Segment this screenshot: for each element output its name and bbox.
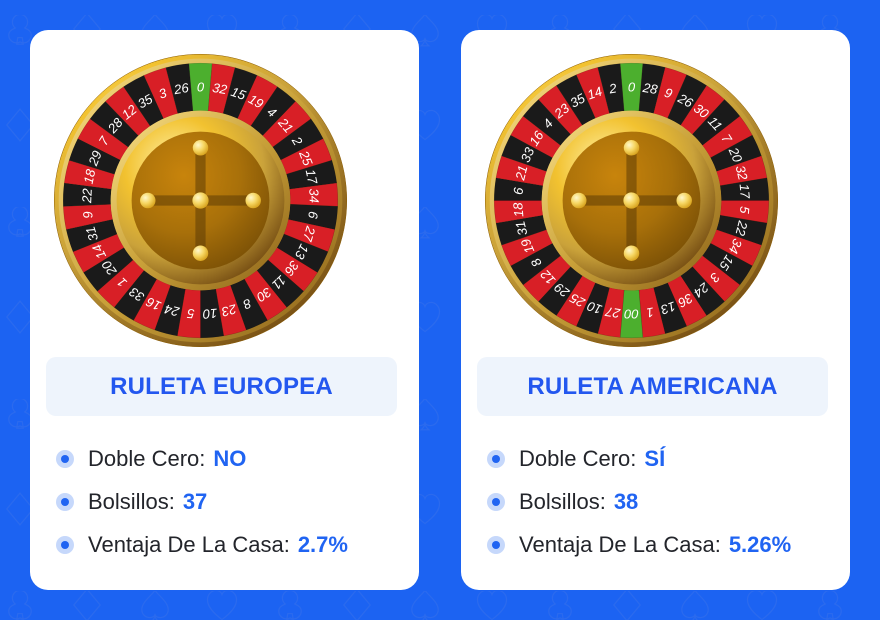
svg-text:18: 18 [510, 201, 526, 217]
svg-text:27: 27 [604, 304, 623, 321]
svg-text:0: 0 [197, 79, 205, 94]
svg-text:28: 28 [641, 80, 660, 97]
svg-text:34: 34 [306, 188, 322, 203]
svg-text:17: 17 [737, 183, 753, 199]
svg-text:0: 0 [628, 79, 636, 94]
svg-text:10: 10 [202, 306, 218, 322]
svg-text:22: 22 [79, 187, 95, 204]
svg-text:00: 00 [624, 307, 639, 322]
